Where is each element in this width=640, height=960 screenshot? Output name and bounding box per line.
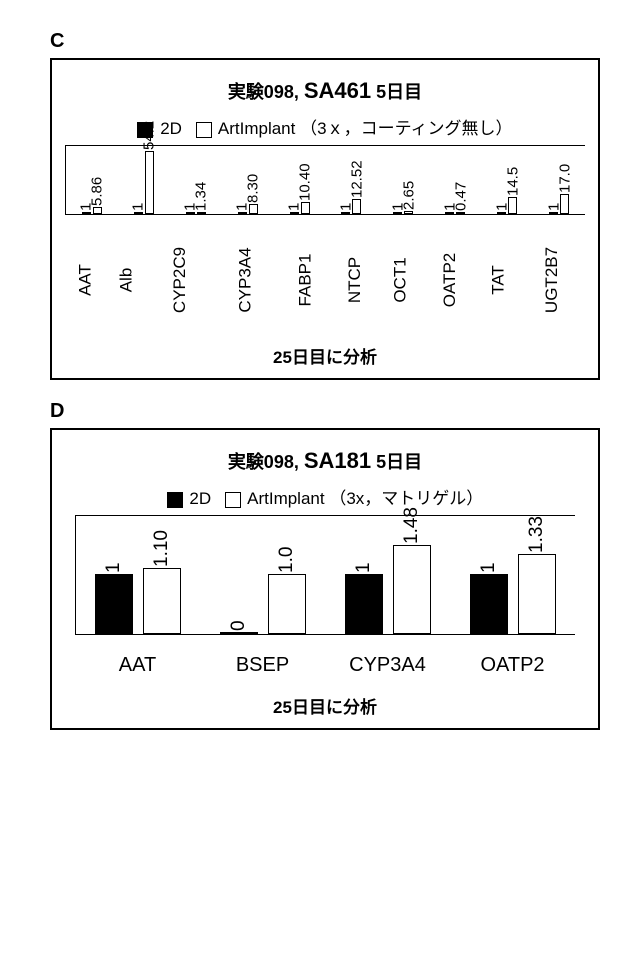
bar-artimplant-value: 10.40 xyxy=(297,163,314,201)
legend-label-art-note: （3ｘ，コーティング無し） xyxy=(300,119,512,138)
panel-d-title: 実験098, SA181 5日目 xyxy=(62,448,588,474)
bar-2d: 1 xyxy=(341,212,350,214)
panel-d-title-prefix: 実験098, xyxy=(228,452,299,472)
bar-pair: 117.0 xyxy=(533,194,585,214)
legend-swatch-art xyxy=(196,122,212,138)
panel-d-legend: 2D ArtImplant （3x，マトリゲル） xyxy=(62,484,588,509)
legend-swatch-2d xyxy=(167,492,183,508)
bar-2d: 1 xyxy=(549,212,558,214)
bar-2d: 1 xyxy=(345,574,383,634)
bar-2d: 1 xyxy=(134,212,143,214)
panel-d-title-suffix: 5日目 xyxy=(376,452,422,472)
bar-artimplant: 1.48 xyxy=(393,545,431,634)
bar-pair: 112.52 xyxy=(326,199,378,214)
bar-artimplant: 54.2 xyxy=(145,151,154,214)
bar-pair: 12.65 xyxy=(377,211,429,214)
legend-label-2d: 2D xyxy=(160,119,182,138)
bar-2d-value: 1 xyxy=(103,562,125,573)
bar-artimplant-value: 12.52 xyxy=(348,161,365,199)
bar-artimplant-value: 1.34 xyxy=(193,182,210,211)
panel-c-letter: C xyxy=(50,30,620,53)
bar-pair: 01.0 xyxy=(201,574,326,634)
bar-pair: 11.33 xyxy=(450,554,575,634)
panel-d-xlabels: AATBSEPCYP3A4OATP2 xyxy=(75,645,575,685)
bar-artimplant: 1.34 xyxy=(197,212,206,214)
legend-label-art-note: （3x，マトリゲル） xyxy=(329,489,483,508)
panel-c-chart: 実験098, SA461 5日目 2D ArtImplant （3ｘ，コーティン… xyxy=(50,58,600,380)
x-axis-label: UGT2B7 xyxy=(497,247,607,313)
panel-d-plot: 11.1001.011.4811.33 xyxy=(75,515,575,635)
legend-swatch-art xyxy=(225,492,241,508)
bar-2d: 1 xyxy=(393,212,402,214)
plot-top-border xyxy=(76,515,575,516)
x-axis-label: AAT xyxy=(75,645,200,685)
legend-label-art: ArtImplant xyxy=(218,119,295,138)
bar-artimplant: 1.33 xyxy=(518,554,556,634)
x-axis-label: CYP3A4 xyxy=(325,645,450,685)
bar-2d: 1 xyxy=(186,212,195,214)
bar-pair: 15.86 xyxy=(66,207,118,214)
panel-c-title: 実験098, SA461 5日目 xyxy=(62,78,588,104)
bar-artimplant-value: 1.0 xyxy=(276,547,298,573)
bar-artimplant-value: 17.0 xyxy=(556,164,573,193)
bar-artimplant-value: 1.33 xyxy=(526,516,548,553)
bar-2d: 1 xyxy=(497,212,506,214)
bar-2d: 1 xyxy=(470,574,508,634)
panel-d-footer: 25日目に分析 xyxy=(62,693,588,718)
bar-2d: 1 xyxy=(95,574,133,634)
panel-c-xlabels: AATAlbCYP2C9CYP3A4FABP1NTCPOCT1OATP2TATU… xyxy=(65,225,585,335)
panel-d-title-sa: SA181 xyxy=(304,448,371,473)
x-axis-label: OATP2 xyxy=(450,645,575,685)
bar-2d: 0 xyxy=(220,632,258,634)
legend-label-art: ArtImplant xyxy=(247,489,324,508)
bar-2d: 1 xyxy=(238,212,247,214)
bar-pair: 11.10 xyxy=(76,568,201,634)
bar-artimplant: 1.0 xyxy=(268,574,306,634)
bar-artimplant-value: 2.65 xyxy=(400,181,417,210)
bar-artimplant-value: 54.2 xyxy=(141,121,158,150)
bar-artimplant: 0.47 xyxy=(456,212,465,214)
bar-artimplant-value: 14.5 xyxy=(504,167,521,196)
x-axis-label: BSEP xyxy=(200,645,325,685)
bar-2d: 1 xyxy=(82,212,91,214)
bar-artimplant-value: 1.10 xyxy=(151,530,173,567)
panel-c-title-prefix: 実験098, xyxy=(228,82,299,102)
bar-2d: 1 xyxy=(445,212,454,214)
bar-pair: 18.30 xyxy=(222,204,274,214)
bar-2d-value: 1 xyxy=(353,562,375,573)
bar-artimplant: 8.30 xyxy=(249,204,258,214)
panel-d-letter: D xyxy=(50,400,620,423)
bar-artimplant-value: 5.86 xyxy=(89,177,106,206)
bar-2d: 1 xyxy=(290,212,299,214)
bar-artimplant: 12.52 xyxy=(352,199,361,214)
bar-artimplant: 10.40 xyxy=(301,202,310,214)
bar-2d-value: 0 xyxy=(228,620,250,631)
bar-artimplant: 5.86 xyxy=(93,207,102,214)
bar-pair: 10.47 xyxy=(429,212,481,214)
bar-artimplant: 17.0 xyxy=(560,194,569,214)
bar-pair: 11.48 xyxy=(326,545,451,634)
bar-artimplant-value: 1.48 xyxy=(401,507,423,544)
legend-label-2d: 2D xyxy=(189,489,211,508)
panel-c-footer: 25日目に分析 xyxy=(62,343,588,368)
bar-artimplant-value: 0.47 xyxy=(452,182,469,211)
bar-artimplant: 2.65 xyxy=(404,211,413,214)
bar-artimplant: 14.5 xyxy=(508,197,517,214)
bar-pair: 11.34 xyxy=(170,212,222,214)
panel-c-title-sa: SA461 xyxy=(304,78,371,103)
bar-pair: 154.2 xyxy=(118,151,170,214)
bar-pair: 110.40 xyxy=(274,202,326,214)
bar-pair: 114.5 xyxy=(481,197,533,214)
bar-artimplant-value: 8.30 xyxy=(245,174,262,203)
panel-d-chart: 実験098, SA181 5日目 2D ArtImplant （3x，マトリゲル… xyxy=(50,428,600,730)
panel-c-plot: 15.86154.211.3418.30110.40112.5212.6510.… xyxy=(65,145,585,215)
panel-c-title-suffix: 5日目 xyxy=(376,82,422,102)
bar-2d-value: 1 xyxy=(478,562,500,573)
bar-artimplant: 1.10 xyxy=(143,568,181,634)
